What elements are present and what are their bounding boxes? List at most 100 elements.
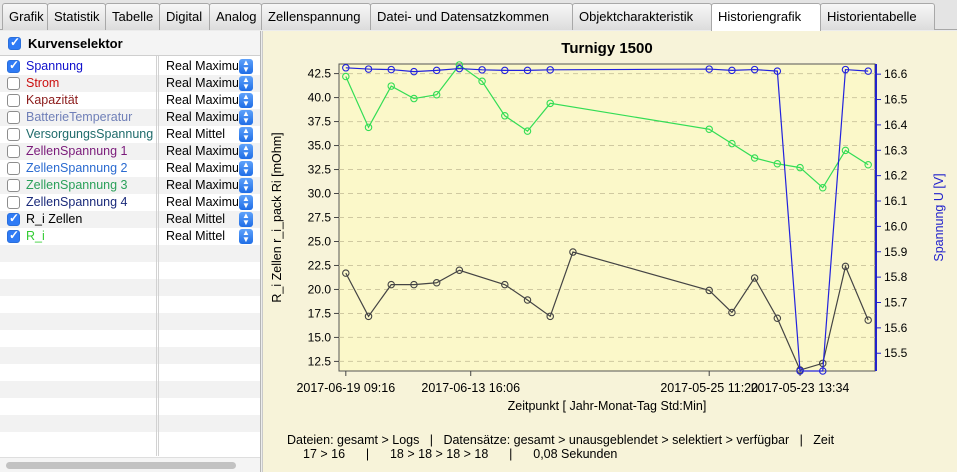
y-left-tick-label: 30.0 — [308, 187, 332, 201]
stepper-icon[interactable]: ▲ ▼ — [239, 76, 253, 91]
scrollbar-thumb[interactable] — [6, 462, 236, 469]
data-point — [432, 66, 441, 75]
data-point — [342, 269, 350, 277]
stepper-icon[interactable]: ▲ ▼ — [239, 127, 253, 142]
series-spannung — [342, 64, 872, 375]
y-left-tick-label: 15.0 — [308, 330, 332, 344]
tab-zellenspannung[interactable]: Zellenspannung — [261, 3, 371, 30]
curve-checkbox[interactable] — [7, 211, 20, 226]
y-left-tick-label: 17.5 — [308, 306, 332, 320]
y-left-tick-label: 32.5 — [308, 163, 332, 177]
data-point — [773, 314, 782, 322]
tab-analog[interactable]: Analog — [209, 3, 262, 30]
curve-checkbox[interactable] — [7, 58, 20, 73]
tab-statistik[interactable]: Statistik — [47, 3, 106, 30]
y-right-tick-label: 16.2 — [884, 169, 908, 183]
y-left-tick-label: 12.5 — [308, 354, 332, 368]
y-right-tick-label: 16.1 — [884, 194, 908, 208]
curve-checkbox[interactable] — [7, 179, 20, 192]
list-row-background — [0, 211, 260, 228]
y-right-tick-label: 16.5 — [884, 93, 908, 107]
series-r-i — [342, 61, 872, 192]
y-right-axis-label: Spannung U [V] — [932, 173, 946, 261]
curve-mode-select[interactable]: Real Maximu — [166, 76, 238, 90]
curve-name: R_i — [26, 229, 45, 243]
stepper-icon[interactable]: ▲ ▼ — [239, 178, 253, 193]
tab-objektcharakteristik[interactable]: Objektcharakteristik — [572, 3, 712, 30]
curve-checkbox[interactable] — [7, 77, 20, 90]
y-right-tick-label: 15.7 — [884, 295, 908, 309]
data-point — [705, 65, 713, 73]
data-point — [841, 65, 850, 74]
y-right-tick-label: 15.9 — [884, 245, 908, 259]
data-point — [364, 312, 373, 321]
list-row-background — [0, 432, 260, 449]
curve-checkbox[interactable] — [7, 145, 20, 158]
curve-mode-select[interactable]: Real Maximu — [166, 178, 238, 192]
data-point — [773, 67, 782, 75]
data-point — [796, 163, 804, 172]
curve-mode-select[interactable]: Real Maximu — [166, 110, 238, 124]
curve-mode-select[interactable]: Real Maximu — [166, 93, 238, 107]
curve-mode-select[interactable]: Real Mittel — [166, 212, 226, 226]
data-point — [864, 316, 872, 324]
stepper-icon[interactable]: ▲ ▼ — [239, 195, 253, 210]
data-point — [773, 160, 782, 168]
column-divider — [158, 56, 159, 456]
x-tick-label: 2017-05-23 13:34 — [751, 381, 850, 395]
stepper-icon[interactable]: ▲ ▼ — [239, 212, 253, 227]
curve-mode-select[interactable]: Real Maximu — [166, 59, 238, 73]
y-left-tick-label: 27.5 — [308, 211, 332, 225]
curve-mode-select[interactable]: Real Mittel — [166, 229, 226, 243]
tab-grafik[interactable]: Grafik — [2, 3, 48, 30]
y-left-tick-label: 35.0 — [308, 139, 332, 153]
stepper-icon[interactable]: ▲ ▼ — [239, 161, 253, 176]
tab-tabelle[interactable]: Tabelle — [105, 3, 160, 30]
curve-name: Kapazität — [26, 93, 79, 107]
y-left-tick-label: 40.0 — [308, 91, 332, 105]
curve-checkbox[interactable] — [7, 162, 20, 175]
curve-selector-all-checkbox[interactable] — [8, 35, 21, 50]
tab-historientabelle[interactable]: Historientabelle — [820, 3, 935, 30]
tab-datei-und-datensatzkommen[interactable]: Datei- und Datensatzkommen — [370, 3, 573, 30]
curve-mode-select[interactable]: Real Mittel — [166, 127, 226, 141]
curve-checkbox[interactable] — [7, 111, 20, 124]
x-tick-label: 2017-06-19 09:16 — [296, 381, 395, 395]
data-point — [410, 280, 418, 289]
data-point — [750, 154, 759, 162]
list-row-background — [0, 228, 260, 245]
data-point — [546, 66, 554, 74]
data-point — [523, 296, 532, 304]
y-left-tick-label: 22.5 — [308, 258, 332, 272]
curve-selector-header: Kurvenselektor — [0, 31, 260, 56]
y-left-tick-label: 20.0 — [308, 282, 332, 296]
curve-checkbox[interactable] — [7, 94, 20, 107]
stepper-icon[interactable]: ▲ ▼ — [239, 93, 253, 108]
curve-name: R_i Zellen — [26, 212, 83, 226]
data-point — [455, 266, 464, 275]
y-right-tick-label: 16.0 — [884, 219, 908, 233]
stepper-icon[interactable]: ▲ ▼ — [239, 229, 253, 244]
curve-checkbox[interactable] — [7, 196, 20, 209]
data-point — [546, 312, 554, 321]
data-point — [387, 82, 395, 90]
list-row-background — [0, 279, 260, 296]
curve-name: VersorgungsSpannung — [26, 127, 154, 141]
tab-digital[interactable]: Digital — [159, 3, 210, 30]
stepper-icon[interactable]: ▲ ▼ — [239, 144, 253, 159]
curve-checkbox[interactable] — [7, 228, 20, 243]
stepper-icon[interactable]: ▲ ▼ — [239, 110, 253, 125]
stepper-icon[interactable]: ▲ ▼ — [239, 59, 253, 74]
curve-name: ZellenSpannung 4 — [26, 195, 128, 209]
list-row-background — [0, 245, 260, 262]
horizontal-scrollbar[interactable] — [0, 457, 260, 472]
tab-historiengrafik[interactable]: Historiengrafik — [711, 3, 821, 31]
curve-mode-select[interactable]: Real Maximu — [166, 195, 238, 209]
curve-mode-select[interactable]: Real Maximu — [166, 144, 238, 158]
data-point — [387, 65, 395, 74]
data-point — [364, 65, 373, 73]
curve-checkbox[interactable] — [7, 128, 20, 141]
list-row-background — [0, 194, 260, 211]
curve-mode-select[interactable]: Real Maximu — [166, 161, 238, 175]
column-divider — [156, 56, 157, 456]
